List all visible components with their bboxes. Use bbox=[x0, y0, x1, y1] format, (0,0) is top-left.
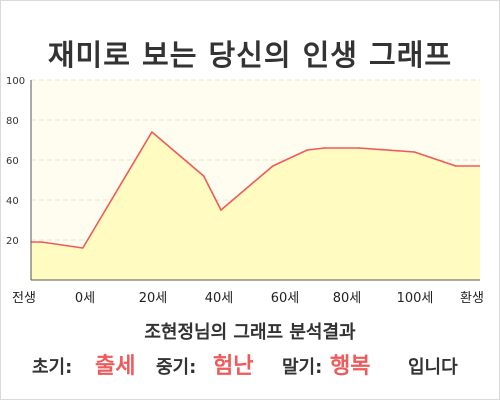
data-point bbox=[306, 149, 309, 151]
data-point bbox=[413, 151, 416, 153]
result-subtitle: 조현정님의 그래프 분석결과 bbox=[144, 322, 356, 343]
early-label: 초기: bbox=[32, 357, 73, 378]
x-tick-label: 0세 bbox=[74, 291, 96, 306]
ending-text: 입니다 bbox=[408, 357, 458, 378]
y-tick-labels: 20 40 60 80 100 bbox=[6, 76, 25, 247]
x-tick-label: 환생 bbox=[460, 291, 484, 306]
x-tick-label: 100세 bbox=[396, 291, 434, 306]
data-point bbox=[40, 241, 43, 243]
x-tick-label: 60세 bbox=[270, 291, 300, 306]
mid-label: 중기: bbox=[156, 357, 197, 378]
y-tick-label: 100 bbox=[6, 76, 25, 87]
mid-value: 험난 bbox=[213, 354, 254, 379]
x-tick-label: 80세 bbox=[332, 291, 362, 306]
early-value: 출세 bbox=[95, 354, 136, 379]
area-fill bbox=[31, 132, 480, 280]
data-point bbox=[271, 165, 274, 167]
data-point bbox=[151, 131, 153, 133]
chart-title: 재미로 보는 당신의 인생 그래프 bbox=[47, 38, 453, 72]
x-tick-label: 20세 bbox=[138, 291, 168, 306]
y-tick-label: 80 bbox=[6, 116, 19, 127]
y-tick-label: 60 bbox=[6, 156, 19, 167]
x-tick-label: 40세 bbox=[204, 291, 234, 306]
late-value: 행복 bbox=[330, 354, 371, 379]
y-tick-label: 40 bbox=[6, 196, 19, 207]
data-points bbox=[40, 131, 457, 249]
data-point bbox=[455, 165, 457, 167]
data-point bbox=[358, 147, 360, 149]
data-point bbox=[202, 175, 205, 177]
data-point bbox=[220, 209, 222, 211]
late-label: 말기: bbox=[282, 357, 323, 378]
data-point bbox=[82, 247, 84, 249]
x-tick-label: 전생 bbox=[12, 291, 36, 306]
data-point bbox=[323, 147, 326, 149]
y-tick-label: 20 bbox=[6, 236, 19, 247]
